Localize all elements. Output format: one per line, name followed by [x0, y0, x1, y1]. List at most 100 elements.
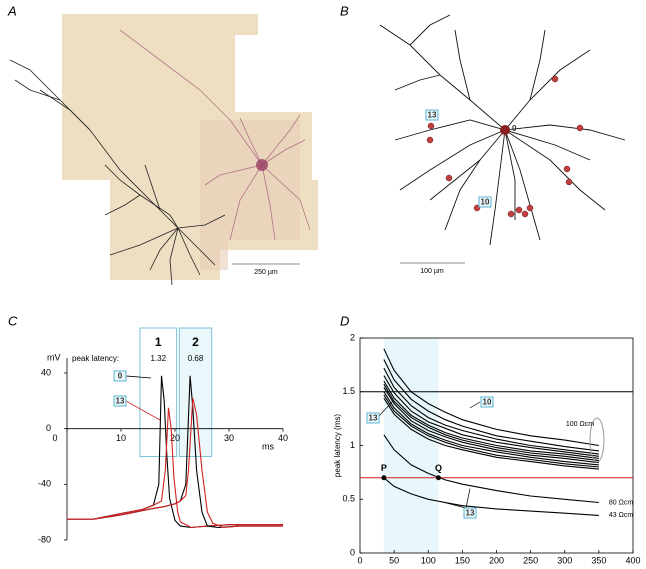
window-label: 2: [192, 335, 199, 349]
annotation-leader: [469, 401, 481, 409]
panel-label: D: [340, 313, 349, 328]
latency-curve: [383, 477, 599, 516]
x-tick-label: 20: [170, 433, 180, 443]
neuron-tracing: [379, 14, 626, 246]
legend-label-box: [113, 395, 127, 407]
neuron-tracing: [429, 159, 481, 201]
x-tick-label: 40: [278, 433, 288, 443]
x-tick-label: 350: [591, 555, 606, 565]
neuron-tracing: [394, 74, 441, 91]
cell-tag: 10: [481, 198, 490, 207]
micrograph: [149, 227, 179, 271]
neuron-tracing: [529, 29, 546, 101]
latency-curve: [383, 375, 599, 457]
annotation: 100 Ωcm: [566, 421, 594, 428]
latency-curve: [383, 380, 599, 459]
window-label: 1: [155, 335, 162, 349]
x-tick-label: 0: [52, 433, 57, 443]
annotation-box: [366, 412, 380, 424]
micrograph: [9, 59, 226, 286]
panel-label: B: [340, 3, 349, 18]
annotation: 13: [466, 509, 475, 518]
curve-label: 43 Ωcm: [609, 512, 633, 519]
neuron-tracing: [394, 119, 506, 141]
point: [435, 475, 441, 481]
legend-leader: [125, 400, 161, 421]
panel-label: A: [7, 3, 17, 18]
x-tick-label: 0: [357, 555, 362, 565]
latency-label: peak latency:: [72, 354, 119, 363]
voltage-trace: [67, 407, 283, 529]
y-axis-label: mV: [47, 352, 61, 362]
cell-tag-box: [478, 196, 492, 208]
cell-tag: 13: [428, 111, 437, 120]
legend-leader: [125, 375, 152, 379]
latency-curve: [383, 348, 599, 447]
neuron-tracing: [504, 124, 626, 141]
micrograph: [169, 227, 179, 286]
y-tick-label: 1: [350, 440, 355, 450]
micrograph: [109, 227, 179, 256]
latency-curve: [383, 434, 599, 504]
neuron-tracing: [426, 75, 584, 218]
neuron-tracing: [445, 174, 453, 182]
micrograph: [256, 159, 268, 171]
x-tick-label: 200: [489, 555, 504, 565]
neuron-tracing: [504, 129, 606, 211]
latency-curve: [383, 367, 599, 455]
neuron-tracing: [426, 136, 434, 144]
micrograph: [204, 164, 263, 186]
latency-curve: [383, 383, 599, 462]
micrograph: [261, 164, 311, 231]
annotation-box: [463, 507, 477, 519]
annotation-ellipse: [589, 417, 605, 463]
neuron-tracing: [507, 210, 515, 218]
legend-label: 0: [118, 372, 123, 381]
micrograph: [14, 79, 61, 101]
point-label: P: [381, 463, 387, 473]
latency-curve: [383, 391, 599, 466]
neuron-tracing: [500, 125, 510, 135]
micrograph: [261, 114, 301, 166]
micrograph: [261, 164, 276, 241]
scale-bar-label: 100 µm: [420, 268, 444, 275]
annotation: 10: [483, 398, 492, 407]
neuron-tracing: [427, 122, 435, 130]
y-tick-label: 0: [46, 423, 51, 433]
neuron-tracing: [504, 129, 541, 241]
micrograph: [239, 117, 263, 166]
annotation-leader: [378, 401, 393, 417]
x-tick-label: 10: [116, 433, 126, 443]
micrograph: [119, 29, 311, 241]
annotation-box: [480, 396, 494, 408]
shaded-span: [383, 338, 439, 553]
y-tick-label: 0: [350, 547, 355, 557]
legend-label: 13: [116, 397, 125, 406]
y-tick-label: -40: [38, 479, 51, 489]
legend-label-box: [113, 370, 127, 382]
x-tick-label: 300: [557, 555, 572, 565]
neuron-tracing: [551, 75, 559, 83]
micrograph: [144, 164, 161, 211]
neuron-tracing: [379, 24, 506, 131]
panel-label: C: [8, 313, 18, 328]
y-tick-label: 40: [41, 367, 51, 377]
neuron-tracing: [515, 206, 523, 214]
y-tick-label: -80: [38, 534, 51, 544]
y-tick-label: 1.5: [342, 386, 355, 396]
x-tick-label: 150: [455, 555, 470, 565]
annotation-leader: [465, 488, 471, 509]
neuron-tracing: [504, 129, 516, 220]
y-tick-label: 2: [350, 332, 355, 342]
voltage-trace: [67, 375, 283, 529]
x-tick-label: 50: [389, 555, 399, 565]
neuron-tracing: [379, 14, 626, 264]
latency-value: 1.32: [150, 354, 166, 363]
micrograph: [200, 120, 300, 270]
micrograph: [177, 227, 201, 276]
neuron-tracing: [489, 129, 506, 246]
annotation: 13: [369, 414, 378, 423]
neuron-tracing: [576, 124, 584, 132]
neuron-tracing: [409, 14, 451, 46]
